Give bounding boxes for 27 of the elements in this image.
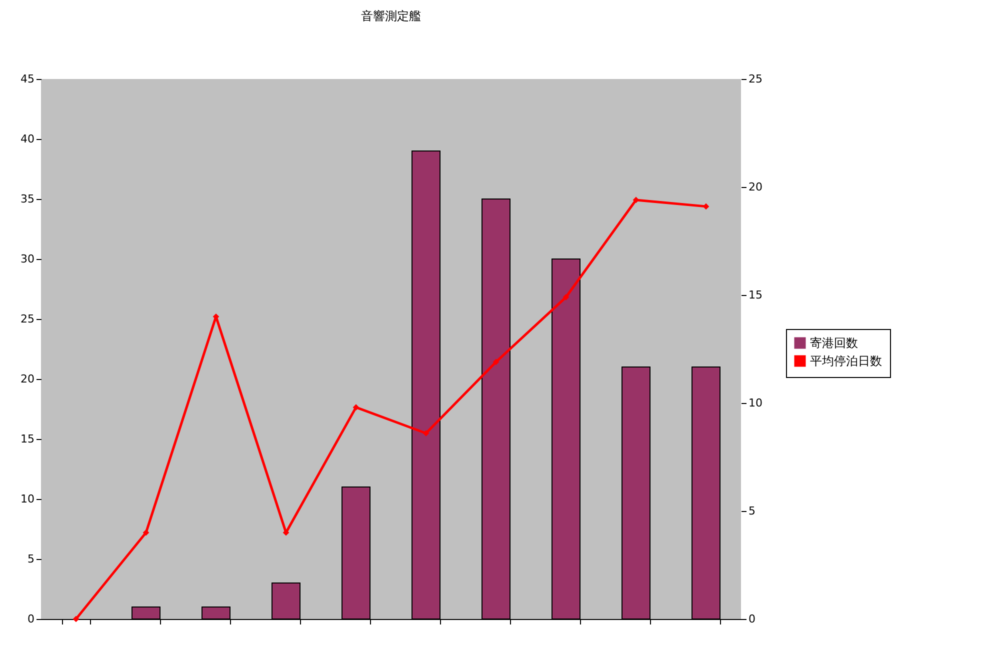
point	[352, 404, 360, 410]
point	[72, 616, 80, 622]
y2-tick-label: 5	[748, 504, 756, 518]
chart-title: 音響測定艦	[361, 9, 421, 23]
y-tick-label: 10	[20, 492, 34, 506]
y-tick-label: 20	[20, 372, 34, 386]
y-tick-label: 0	[28, 612, 34, 626]
point	[702, 203, 710, 210]
point	[492, 358, 500, 366]
y-tick-label: 40	[20, 132, 34, 146]
y2-tick-label: 20	[748, 180, 762, 194]
legend-label: 平均停泊日数	[810, 354, 882, 368]
y2-tick-label: 25	[748, 72, 762, 86]
y-tick-label: 45	[20, 72, 34, 86]
legend-label: 寄港回数	[810, 336, 858, 350]
y-tick-label: 35	[20, 192, 34, 206]
y2-tick-label: 10	[748, 396, 762, 410]
point	[632, 196, 640, 204]
point	[142, 529, 150, 536]
y2-tick-label: 0	[748, 612, 756, 626]
y-tick-label: 30	[20, 252, 34, 266]
y2-tick-label: 15	[748, 288, 762, 302]
y-tick-label: 5	[28, 552, 34, 566]
point	[422, 430, 430, 436]
y-tick-label: 15	[20, 432, 34, 446]
y-tick-label: 25	[20, 312, 34, 326]
point	[562, 294, 570, 300]
